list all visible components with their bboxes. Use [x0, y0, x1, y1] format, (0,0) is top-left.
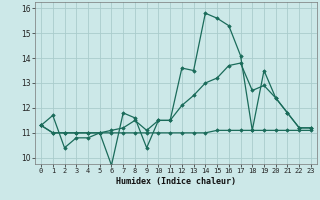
X-axis label: Humidex (Indice chaleur): Humidex (Indice chaleur): [116, 177, 236, 186]
